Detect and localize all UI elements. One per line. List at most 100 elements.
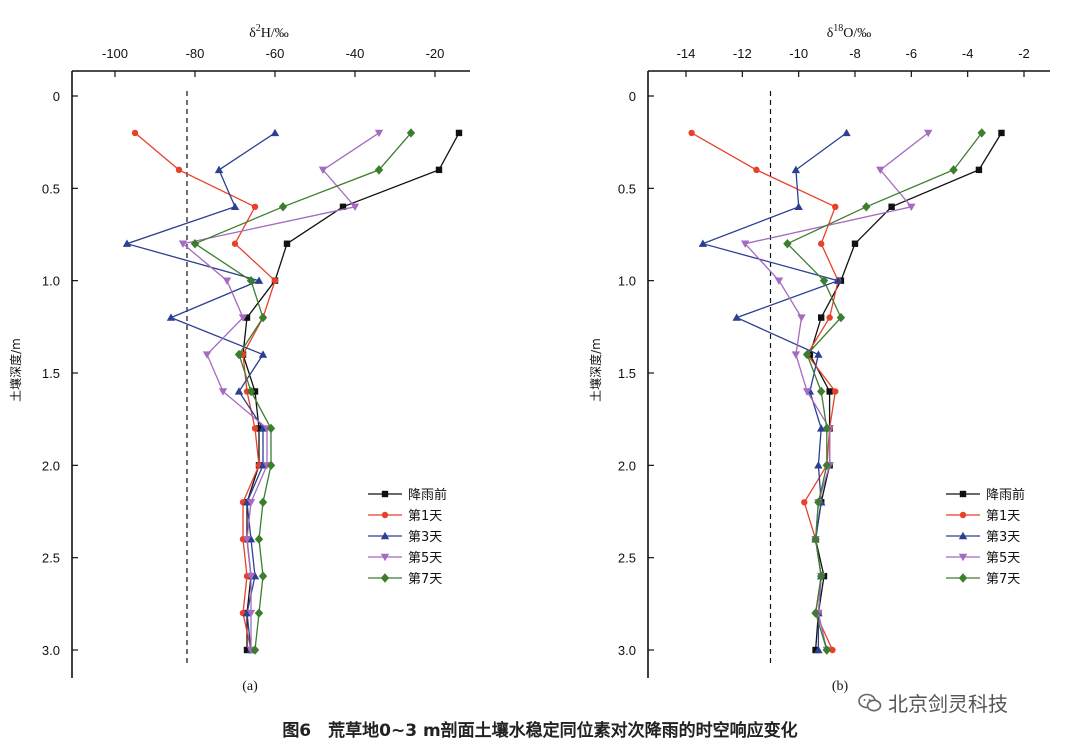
data-point	[829, 646, 836, 654]
data-point	[814, 645, 823, 654]
data-point	[339, 203, 347, 210]
legend-marker	[958, 573, 968, 583]
legend-label: 降雨前	[986, 487, 1025, 503]
data-point	[753, 166, 760, 174]
x-axis-title: δ18O/‰	[827, 23, 872, 41]
y-tick-label: 1.5	[42, 366, 60, 381]
wechat-icon	[858, 693, 882, 711]
data-point	[214, 165, 224, 174]
legend-marker	[380, 573, 390, 583]
x-tick-label: -100	[102, 46, 128, 61]
data-point	[732, 313, 741, 321]
data-point	[246, 535, 256, 543]
legend-marker	[959, 511, 967, 519]
data-point	[175, 166, 183, 174]
y-tick-label: 0	[53, 89, 60, 104]
legend-label: 第1天	[986, 509, 1020, 524]
data-point	[814, 350, 823, 358]
data-point	[455, 129, 463, 137]
data-point	[254, 276, 264, 284]
y-tick-label: 1.0	[618, 274, 636, 289]
legend-marker	[380, 531, 390, 540]
data-point	[998, 129, 1005, 137]
data-point	[797, 314, 806, 322]
legend-marker	[380, 553, 390, 562]
legend-label: 降雨前	[408, 487, 447, 503]
data-point	[131, 129, 139, 137]
y-tick-label: 0.5	[42, 181, 60, 196]
data-point	[876, 166, 885, 175]
data-point	[254, 608, 264, 618]
data-point	[836, 312, 846, 323]
chart-panel-b: -14 -12 -10 -8 -6 -4 -2 0 0.5 1.0 1.5 2.0 2.5 3.0 δ18O…	[588, 23, 1050, 694]
data-point	[258, 497, 268, 507]
data-point	[833, 276, 843, 284]
data-point	[832, 203, 839, 210]
data-point	[222, 277, 232, 285]
series-3	[122, 128, 280, 654]
legend-label: 第5天	[408, 551, 442, 566]
data-point	[975, 166, 983, 174]
data-point	[851, 240, 859, 247]
x-tick-label: -4	[962, 46, 974, 61]
data-point	[826, 314, 833, 321]
y-axis-title: 土壤深度/m	[588, 338, 603, 402]
data-point	[822, 423, 832, 434]
data-point	[949, 165, 958, 175]
data-point	[283, 240, 291, 247]
data-point	[234, 349, 244, 360]
series-5	[783, 128, 986, 655]
data-point	[406, 128, 416, 138]
x-tick-label: -10	[789, 46, 808, 61]
data-point	[251, 425, 259, 432]
data-point	[814, 461, 823, 469]
data-point	[801, 499, 808, 506]
x-tick-label: -12	[733, 46, 752, 61]
data-point	[811, 534, 820, 544]
legend-marker	[958, 531, 968, 540]
x-tick-label: -40	[346, 46, 365, 61]
data-point	[817, 571, 826, 581]
data-point	[278, 202, 288, 212]
y-tick-label: 3.0	[42, 643, 60, 658]
y-tick-label: 1.5	[618, 366, 636, 381]
y-tick-label: 1.0	[42, 274, 60, 289]
legend-label: 第1天	[408, 509, 442, 524]
series-line	[809, 132, 1003, 651]
data-point	[246, 609, 256, 618]
x-tick-label: -2	[1018, 46, 1030, 61]
data-point	[832, 388, 839, 395]
data-point	[791, 351, 801, 359]
series-line	[181, 132, 380, 650]
data-point	[231, 240, 239, 247]
data-point	[230, 202, 240, 210]
data-point	[258, 350, 268, 358]
data-point	[740, 240, 750, 248]
y-tick-label: 2.5	[618, 551, 636, 566]
data-point	[258, 424, 268, 432]
data-point	[258, 312, 268, 323]
data-point	[166, 313, 176, 321]
data-point	[122, 239, 132, 247]
chart-panel-a: -100 -80 -60 -40 -20 0 0.5 1.0 1.5 2.0 2.5 3.0 δ2H/‰…	[8, 23, 470, 694]
data-point	[814, 497, 823, 507]
data-point	[783, 239, 792, 249]
x-tick-label: -60	[266, 46, 285, 61]
panel-label: (b)	[832, 679, 849, 694]
y-tick-label: 2.5	[42, 551, 60, 566]
data-point	[202, 351, 212, 359]
data-point	[802, 388, 812, 396]
data-point	[178, 240, 188, 248]
y-tick-label: 3.0	[618, 643, 636, 658]
legend-marker	[381, 490, 389, 498]
data-point	[250, 645, 260, 655]
data-point	[258, 571, 268, 581]
y-tick-label: 0	[629, 89, 636, 104]
series-4	[178, 129, 384, 655]
data-point	[246, 275, 256, 286]
data-point	[819, 275, 829, 286]
x-tick-label: -6	[906, 46, 918, 61]
